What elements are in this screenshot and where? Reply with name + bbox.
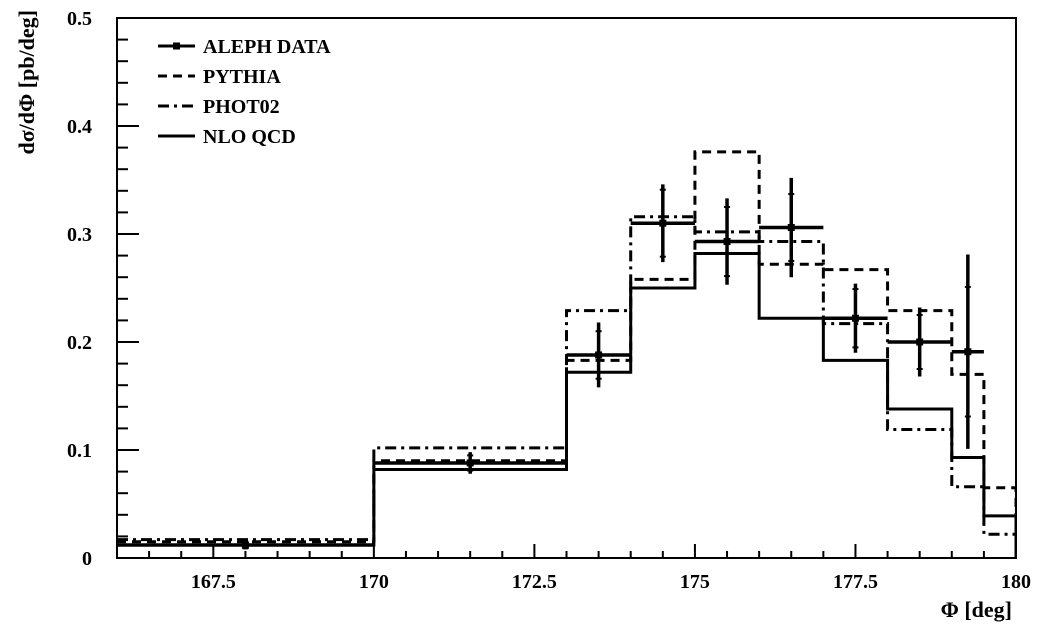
y-tick-label: 0.5 (67, 8, 92, 30)
data-point-marker (723, 238, 731, 246)
x-tick-label: 172.5 (512, 571, 557, 593)
legend-label: PHOT02 (203, 96, 280, 118)
data-point-marker (595, 351, 603, 359)
data-point (373, 452, 567, 474)
data-point-marker (241, 541, 249, 549)
data-point-marker (916, 338, 924, 346)
data-point (117, 540, 374, 550)
x-tick-label: 167.5 (191, 571, 236, 593)
x-axis: 167.5 170 172.5 175 177.5 180 (116, 544, 1031, 593)
y-tick-label: 0.1 (67, 440, 92, 462)
data-point-marker (964, 348, 972, 356)
legend: ALEPH DATA PYTHIA PHOT02 NLO QCD (158, 36, 331, 148)
histogram-nlo-qcd (117, 251, 1016, 558)
y-tick-label: 0.2 (67, 332, 92, 354)
histogram-phot02 (117, 215, 1016, 558)
legend-item: ALEPH DATA (158, 36, 331, 58)
data-point (566, 322, 631, 388)
data-point (823, 283, 888, 353)
data-point (887, 307, 952, 377)
y-tick-label: 0.4 (67, 116, 92, 138)
legend-label: PYTHIA (203, 66, 281, 88)
y-axis-label: dσ/dΦ [pb/deg] (14, 10, 39, 155)
x-tick-label: 177.5 (833, 571, 878, 593)
y-tick-label: 0.3 (67, 224, 92, 246)
legend-item: PHOT02 (158, 96, 280, 118)
data-point-marker (466, 459, 474, 467)
data-point (759, 177, 824, 278)
legend-item: PYTHIA (158, 66, 281, 88)
legend-label: ALEPH DATA (203, 36, 331, 58)
x-tick-label: 175 (680, 571, 710, 593)
legend-label: NLO QCD (203, 126, 296, 148)
x-tick-label: 170 (359, 571, 389, 593)
data-point-marker (851, 314, 859, 322)
series-layer (117, 150, 1016, 558)
legend-item: NLO QCD (158, 126, 296, 148)
x-axis-label: Φ [deg] (941, 597, 1012, 622)
y-tick-label: 0 (82, 548, 92, 570)
data-point (630, 184, 695, 263)
legend-marker (173, 42, 180, 50)
x-tick-label: 180 (1001, 571, 1031, 593)
data-point-marker (659, 219, 667, 227)
data-point (694, 198, 760, 285)
data-point (951, 254, 984, 449)
y-axis: 0 0.1 0.2 0.3 0.4 0.5 (67, 8, 139, 570)
data-point-marker (787, 224, 795, 232)
